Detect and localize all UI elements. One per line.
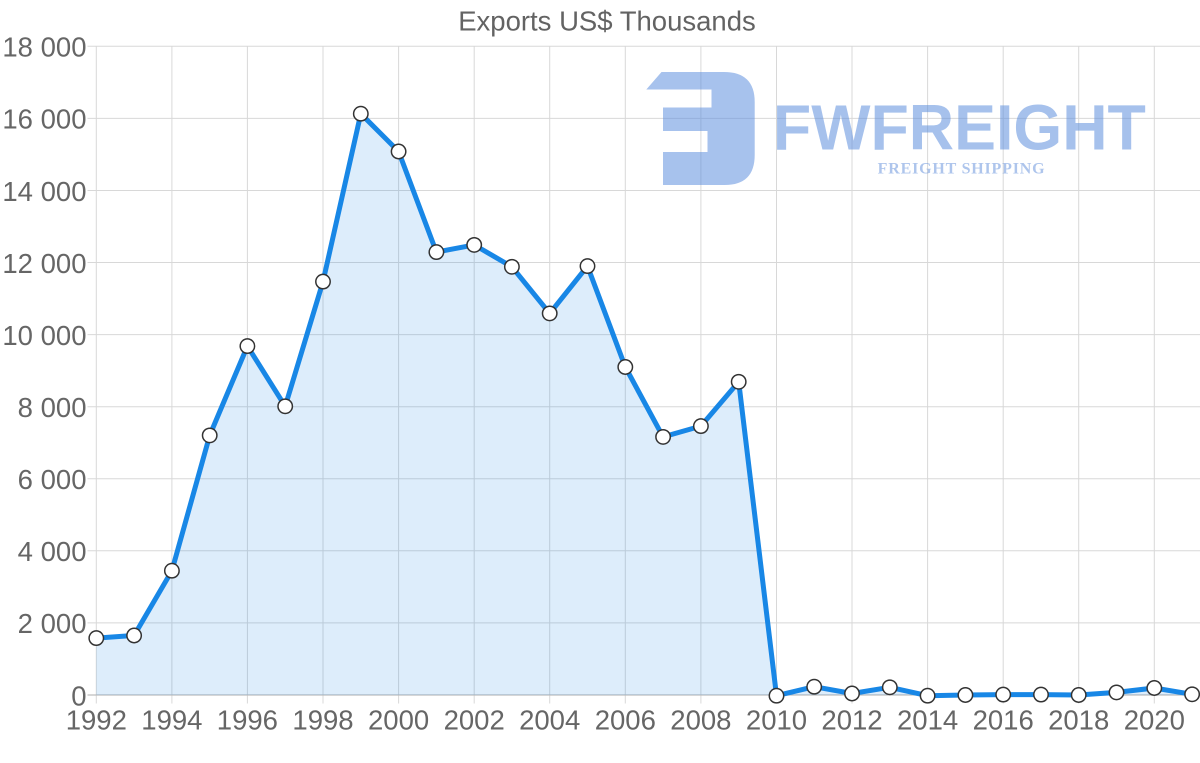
- svg-text:1992: 1992: [66, 705, 127, 736]
- svg-text:2012: 2012: [821, 705, 882, 736]
- svg-text:2014: 2014: [897, 705, 958, 736]
- svg-text:6 000: 6 000: [18, 464, 87, 495]
- svg-text:10 000: 10 000: [2, 320, 86, 351]
- svg-text:FWFREIGHT: FWFREIGHT: [773, 93, 1146, 164]
- svg-text:2002: 2002: [444, 705, 505, 736]
- svg-text:2006: 2006: [595, 705, 656, 736]
- svg-text:Exports US$ Thousands: Exports US$ Thousands: [458, 6, 756, 37]
- svg-text:0: 0: [71, 680, 86, 711]
- svg-text:1994: 1994: [141, 705, 202, 736]
- svg-text:4 000: 4 000: [18, 536, 87, 567]
- svg-text:14 000: 14 000: [2, 176, 86, 207]
- svg-text:FREIGHT SHIPPING: FREIGHT SHIPPING: [878, 161, 1046, 178]
- svg-text:2000: 2000: [368, 705, 429, 736]
- svg-text:2 000: 2 000: [18, 608, 87, 639]
- svg-text:2020: 2020: [1124, 705, 1185, 736]
- svg-text:2016: 2016: [973, 705, 1034, 736]
- svg-text:1998: 1998: [292, 705, 353, 736]
- svg-text:18 000: 18 000: [2, 32, 86, 63]
- svg-text:2008: 2008: [670, 705, 731, 736]
- svg-text:8 000: 8 000: [18, 392, 87, 423]
- svg-text:16 000: 16 000: [2, 104, 86, 135]
- svg-text:12 000: 12 000: [2, 248, 86, 279]
- svg-text:2010: 2010: [746, 705, 807, 736]
- svg-text:1996: 1996: [217, 705, 278, 736]
- svg-text:2004: 2004: [519, 705, 580, 736]
- svg-text:2018: 2018: [1048, 705, 1109, 736]
